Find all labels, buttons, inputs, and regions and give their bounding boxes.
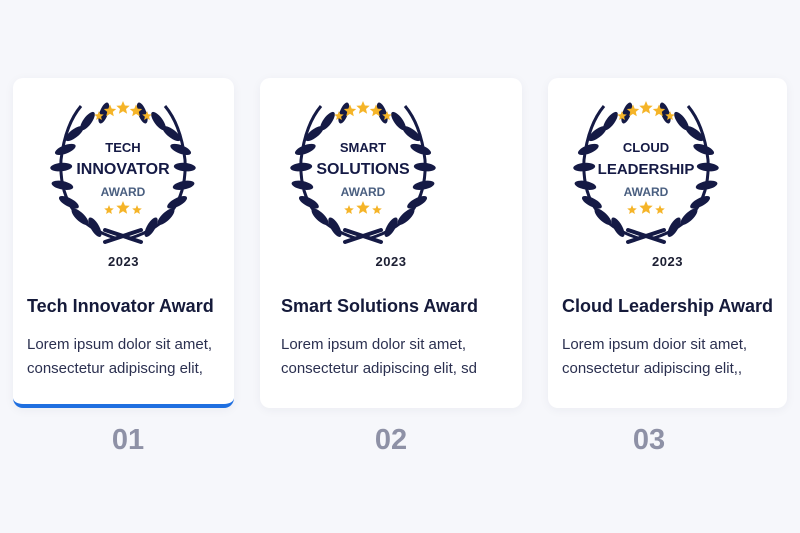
laurel-leaf xyxy=(291,180,314,190)
laurel-leaf xyxy=(320,111,335,131)
laurel-leaf xyxy=(151,111,166,131)
laurel-leaf xyxy=(574,180,597,190)
laurel-leaf xyxy=(54,143,76,155)
laurel-leaf xyxy=(611,217,625,237)
laurel-leaf xyxy=(581,196,602,209)
star-icon xyxy=(617,111,627,120)
laurel-leaf xyxy=(402,126,421,142)
laurel-leaf xyxy=(305,126,324,142)
laurel-leaf xyxy=(167,196,188,209)
laurel-leaf xyxy=(573,162,596,172)
laurel-leaf xyxy=(172,180,195,190)
laurel-leaf xyxy=(173,162,196,172)
badge-line-2: INNOVATOR xyxy=(76,161,170,178)
laurel-leaf xyxy=(328,217,342,237)
step-number-1: 01 xyxy=(111,424,145,456)
award-card-2[interactable]: SMART SOLUTIONS AWARD 2023 Smart Solutions… xyxy=(260,78,522,408)
laurel-leaf xyxy=(667,217,681,237)
laurel-leaf xyxy=(412,180,435,190)
laurel-leaf xyxy=(397,208,415,225)
laurel-leaf xyxy=(51,180,74,190)
award-card-1[interactable]: TECH INNOVATOR AWARD 2023 Tech Innovator A… xyxy=(13,78,234,408)
laurel-leaf xyxy=(298,196,319,209)
laurel-leaf xyxy=(71,208,89,225)
laurel-leaf xyxy=(65,126,84,142)
badge-line-2: LEADERSHIP xyxy=(598,161,695,178)
star-icon xyxy=(129,104,143,117)
laurel-leaf xyxy=(144,217,158,237)
laurel-leaf xyxy=(588,126,607,142)
laurel-badge-icon: TECH INNOVATOR AWARD xyxy=(50,101,196,244)
badge-line-3: AWARD xyxy=(101,185,146,199)
award-title: Smart Solutions Award xyxy=(281,296,479,316)
award-title: Cloud Leadership Award xyxy=(562,296,774,316)
laurel-leaf xyxy=(695,180,718,190)
badge-line-3: AWARD xyxy=(624,185,669,199)
laurel-leaf xyxy=(674,111,689,131)
star-icon xyxy=(372,205,382,214)
laurel-leaf xyxy=(690,196,711,209)
laurel-badge-icon: CLOUD LEADERSHIP AWARD xyxy=(573,101,719,244)
step-number-2: 02 xyxy=(374,424,408,456)
badge-line-1: CLOUD xyxy=(623,140,669,155)
laurel-leaf xyxy=(58,196,79,209)
award-year: 2023 xyxy=(108,254,139,269)
laurel-leaf xyxy=(407,196,428,209)
badge-line-1: SMART xyxy=(340,140,386,155)
laurel-leaf xyxy=(577,143,599,155)
laurel-leaf xyxy=(162,126,181,142)
star-icon xyxy=(652,104,666,117)
award-year: 2023 xyxy=(652,254,683,269)
star-icon xyxy=(132,205,142,214)
star-icon xyxy=(116,201,130,214)
laurel-leaf xyxy=(80,111,95,131)
award-year: 2023 xyxy=(375,254,407,269)
star-icon xyxy=(655,205,665,214)
star-icon xyxy=(356,101,370,114)
badge-line-3: AWARD xyxy=(341,185,386,199)
laurel-leaf xyxy=(88,217,102,237)
star-icon xyxy=(369,104,383,117)
star-icon xyxy=(382,111,392,120)
laurel-leaf xyxy=(680,208,698,225)
laurel-leaf xyxy=(391,111,406,131)
star-icon xyxy=(639,101,653,114)
laurel-leaf xyxy=(594,208,612,225)
star-icon xyxy=(665,111,675,120)
award-card-3[interactable]: CLOUD LEADERSHIP AWARD 2023 Cloud Leadersh… xyxy=(548,78,787,408)
laurel-leaf xyxy=(410,143,432,155)
star-icon xyxy=(142,111,152,120)
laurel-leaf xyxy=(157,208,175,225)
award-title: Tech Innovator Award xyxy=(27,296,214,316)
badge-line-1: TECH xyxy=(105,140,140,155)
laurel-leaf xyxy=(696,162,719,172)
laurel-badge-icon: SMART SOLUTIONS AWARD xyxy=(290,101,436,244)
laurel-leaf xyxy=(290,162,313,172)
star-icon xyxy=(626,104,640,117)
laurel-leaf xyxy=(311,208,329,225)
laurel-leaf xyxy=(413,162,436,172)
star-icon xyxy=(343,104,357,117)
award-description: Lorem ipsum dolor sit amet, consectetur a… xyxy=(27,336,213,377)
laurel-leaf xyxy=(50,162,73,172)
star-icon xyxy=(104,205,114,214)
laurel-leaf xyxy=(603,111,618,131)
laurel-leaf xyxy=(294,143,316,155)
star-icon xyxy=(356,201,370,214)
star-icon xyxy=(344,205,354,214)
laurel-leaf xyxy=(685,126,704,142)
step-number-3: 03 xyxy=(632,424,666,456)
badge-line-2: SOLUTIONS xyxy=(316,161,410,178)
award-description: Lorem ipsum doior sit amet, consectetur a… xyxy=(562,336,748,377)
laurel-leaf xyxy=(170,143,192,155)
star-icon xyxy=(94,111,104,120)
laurel-leaf xyxy=(693,143,715,155)
star-icon xyxy=(639,201,653,214)
star-icon xyxy=(627,205,637,214)
star-icon xyxy=(116,101,130,114)
laurel-leaf xyxy=(384,217,398,237)
star-icon xyxy=(334,111,344,120)
award-description: Lorem ipsum dolor sit amet, consectetur a… xyxy=(281,336,477,377)
star-icon xyxy=(103,104,117,117)
